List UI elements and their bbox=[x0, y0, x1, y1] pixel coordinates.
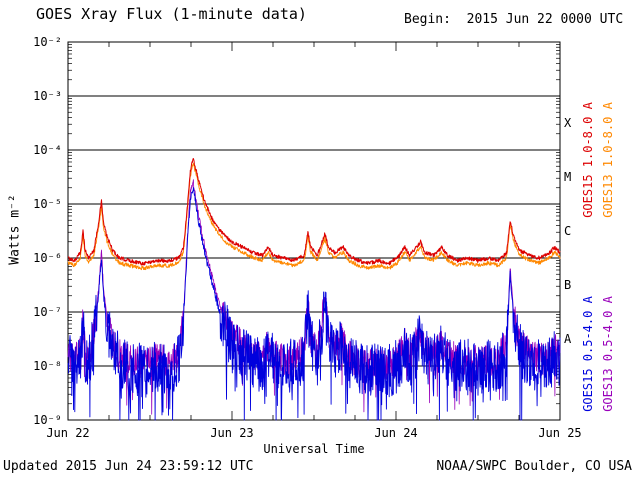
series-label-goes15-0-5-4-0-a: GOES15 0.5-4.0 A bbox=[581, 296, 595, 412]
x-tick-label: Jun 22 bbox=[46, 426, 90, 440]
flare-class-label-c: C bbox=[564, 224, 572, 238]
begin-time-label: Begin: 2015 Jun 22 0000 UTC bbox=[404, 12, 624, 27]
y-tick-label: 10⁻⁴ bbox=[33, 143, 62, 157]
series-label-goes15-1-0-8-0-a: GOES15 1.0-8.0 A bbox=[581, 102, 595, 218]
updated-timestamp: Updated 2015 Jun 24 23:59:12 UTC bbox=[3, 459, 254, 474]
y-tick-label: 10⁻⁹ bbox=[33, 413, 62, 427]
y-tick-label: 10⁻³ bbox=[33, 89, 62, 103]
y-tick-label: 10⁻⁷ bbox=[33, 305, 62, 319]
y-tick-label: 10⁻⁸ bbox=[33, 359, 62, 373]
credit-label: NOAA/SWPC Boulder, CO USA bbox=[436, 459, 632, 474]
flare-class-label-x: X bbox=[564, 116, 572, 130]
chart-title: GOES Xray Flux (1-minute data) bbox=[36, 5, 307, 23]
flare-class-label-a: A bbox=[564, 332, 572, 346]
flare-class-label-b: B bbox=[564, 278, 572, 292]
y-tick-label: 10⁻² bbox=[33, 35, 62, 49]
series-label-goes13-0-5-4-0-a: GOES13 0.5-4.0 A bbox=[601, 296, 615, 412]
series-label-goes13-1-0-8-0-a: GOES13 1.0-8.0 A bbox=[601, 102, 615, 218]
y-axis-label: Watts m⁻² bbox=[7, 194, 23, 265]
y-tick-label: 10⁻⁵ bbox=[33, 197, 62, 211]
x-axis-label: Universal Time bbox=[263, 442, 365, 456]
flare-class-label-m: M bbox=[564, 170, 572, 184]
x-tick-label: Jun 23 bbox=[210, 426, 254, 440]
x-tick-label: Jun 25 bbox=[538, 426, 582, 440]
y-tick-label: 10⁻⁶ bbox=[33, 251, 62, 265]
x-tick-label: Jun 24 bbox=[374, 426, 418, 440]
